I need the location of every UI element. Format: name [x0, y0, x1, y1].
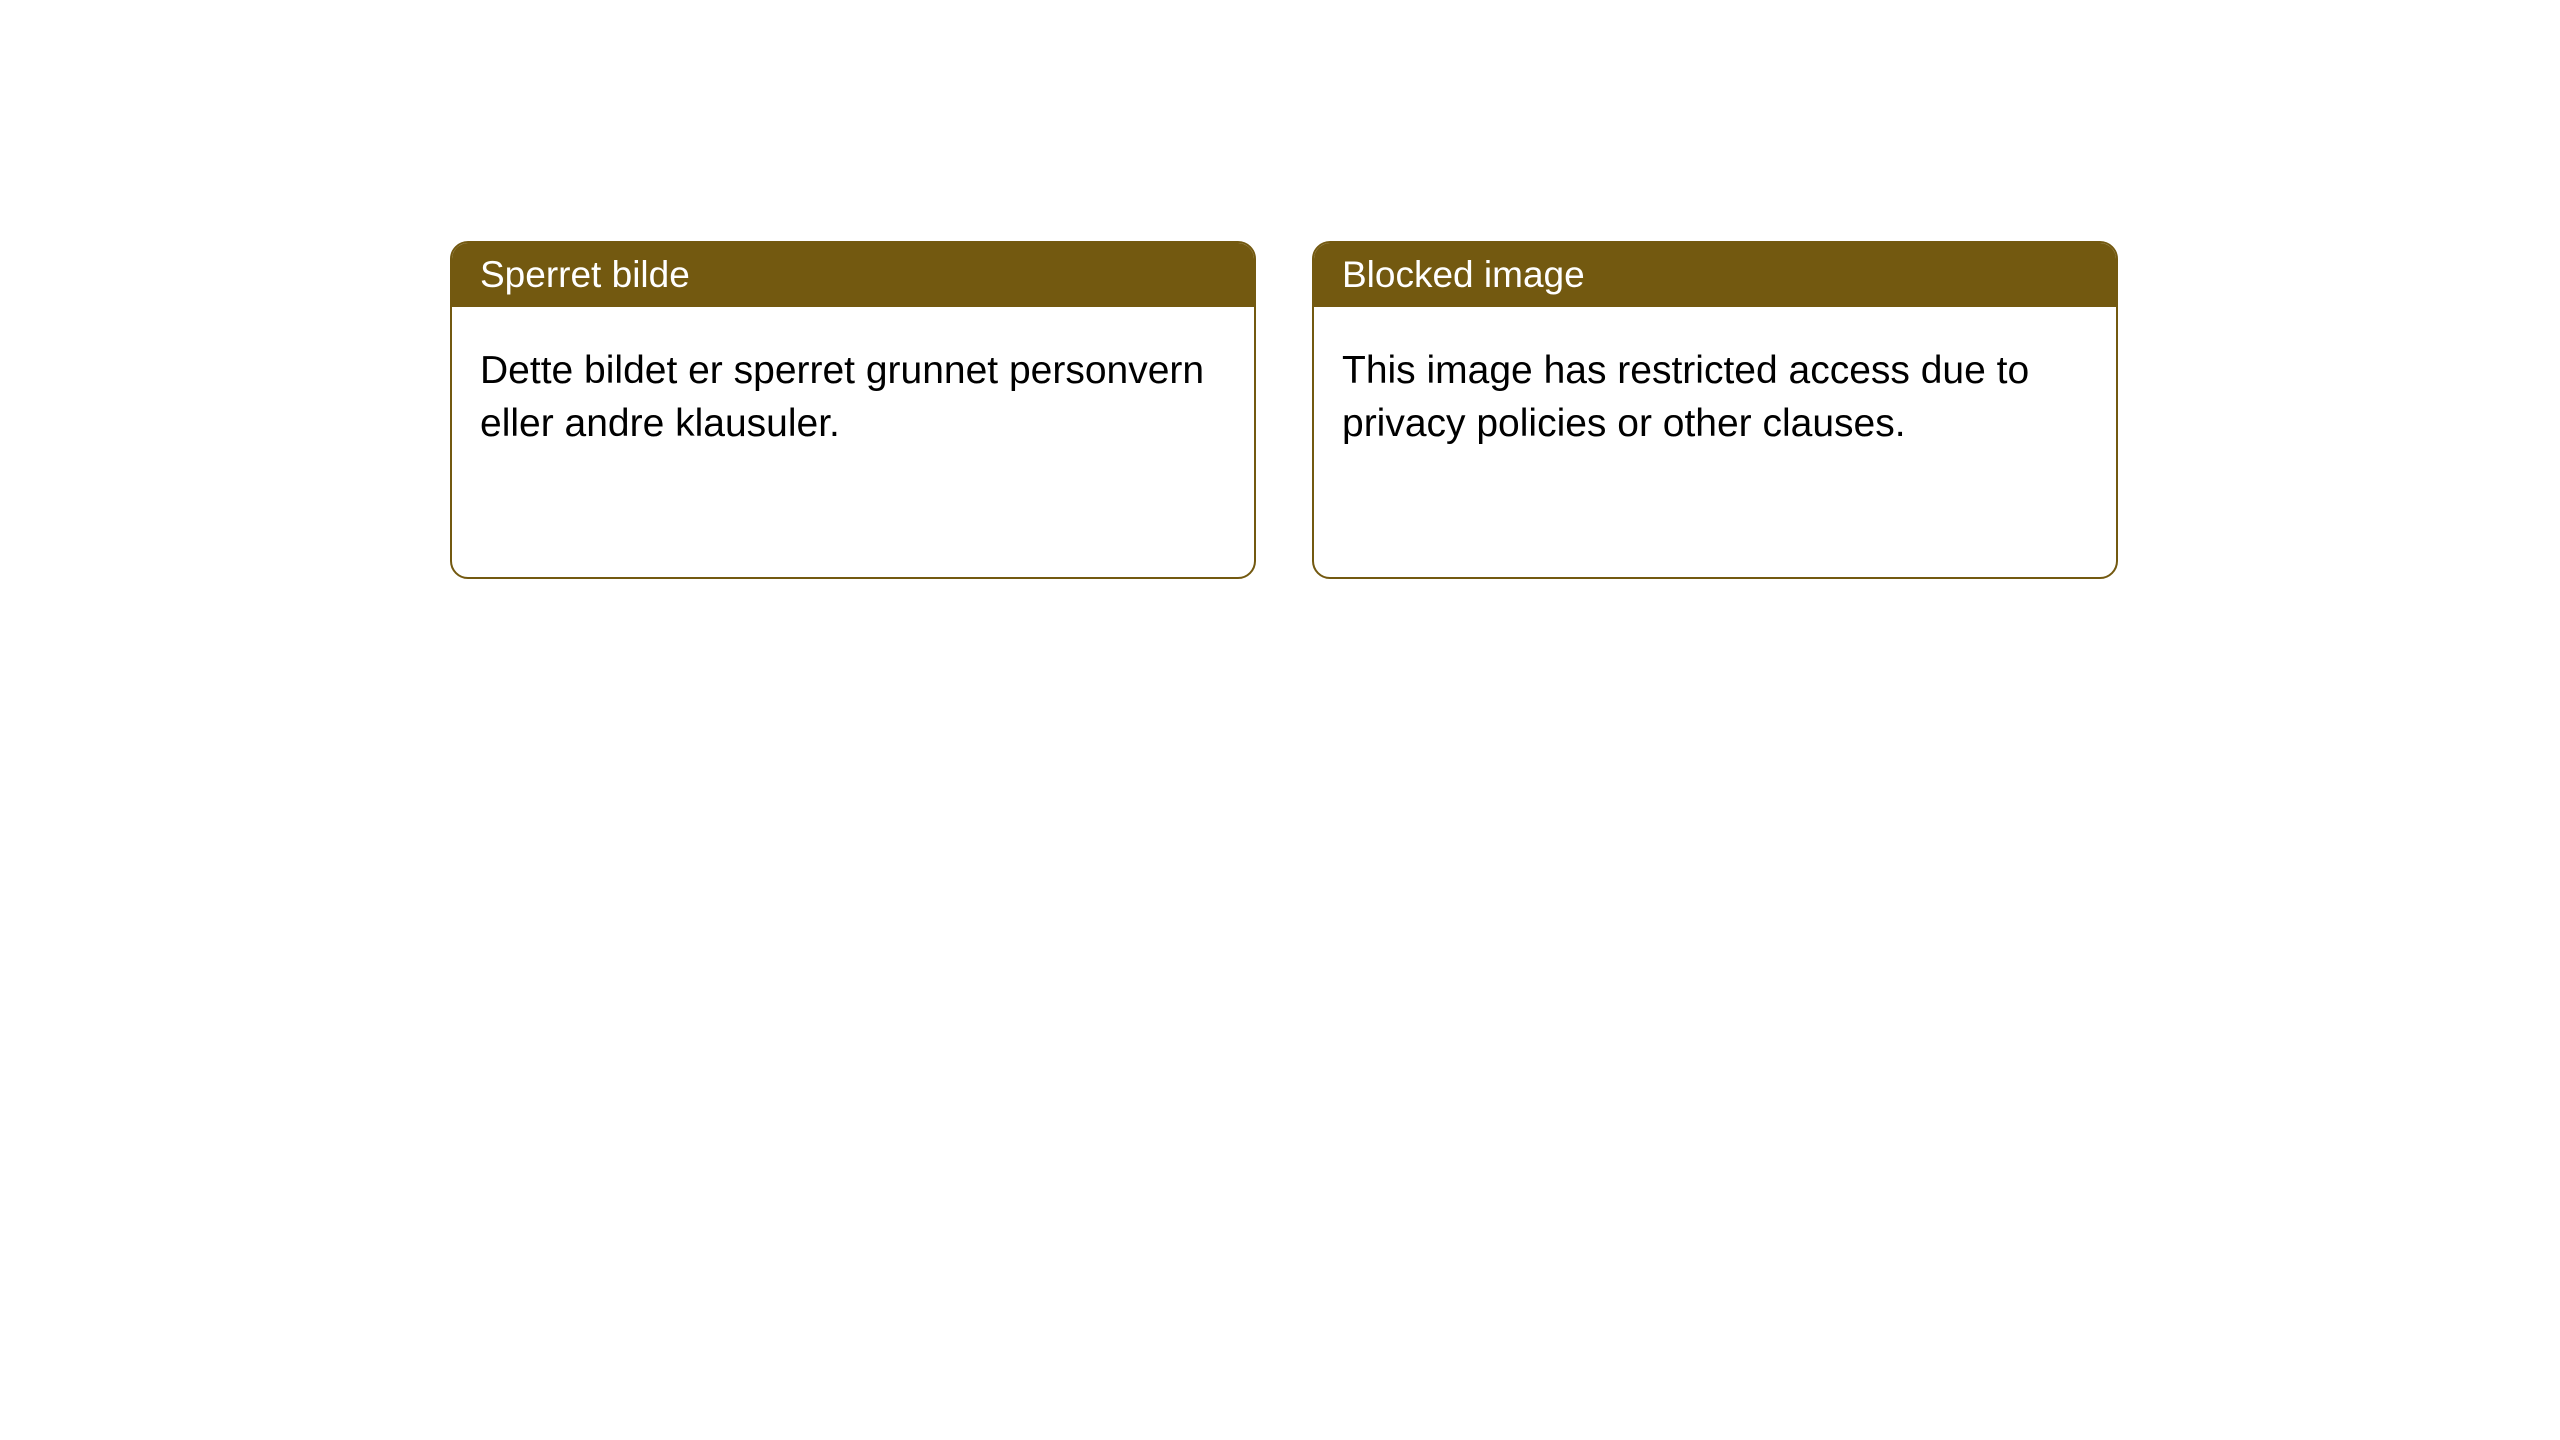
notice-card-message: This image has restricted access due to … — [1342, 349, 2029, 445]
notice-card-body: Dette bildet er sperret grunnet personve… — [452, 307, 1254, 577]
notice-card-header: Sperret bilde — [452, 243, 1254, 307]
notice-card-title: Blocked image — [1342, 254, 1585, 295]
notice-card-header: Blocked image — [1314, 243, 2116, 307]
notice-card-norwegian: Sperret bilde Dette bildet er sperret gr… — [450, 241, 1256, 579]
notice-card-message: Dette bildet er sperret grunnet personve… — [480, 349, 1204, 445]
notice-card-title: Sperret bilde — [480, 254, 690, 295]
notice-cards-container: Sperret bilde Dette bildet er sperret gr… — [0, 0, 2560, 579]
notice-card-english: Blocked image This image has restricted … — [1312, 241, 2118, 579]
notice-card-body: This image has restricted access due to … — [1314, 307, 2116, 577]
